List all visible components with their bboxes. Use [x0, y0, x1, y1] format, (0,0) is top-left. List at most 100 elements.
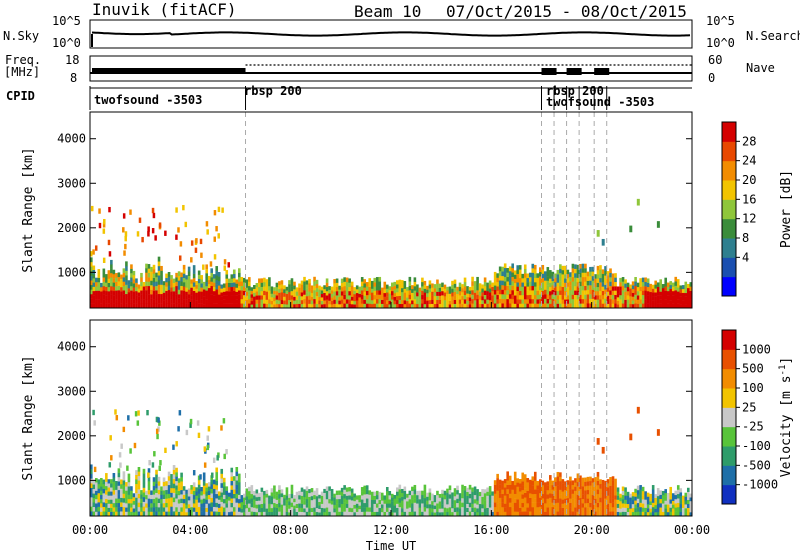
heatmap-cell [151, 462, 155, 468]
heatmap-cell [345, 281, 349, 287]
heatmap-cell [486, 503, 489, 508]
heatmap-cell [458, 500, 462, 505]
heatmap-cell [584, 272, 587, 278]
heatmap-cell [140, 277, 143, 282]
heatmap-cell [250, 507, 254, 512]
heatmap-cell [526, 294, 530, 300]
heatmap-cell [523, 264, 527, 270]
heatmap-cell [330, 500, 334, 505]
heatmap-cell [491, 507, 494, 512]
heatmap-cell [661, 295, 665, 301]
heatmap-cell [466, 491, 469, 496]
heatmap-cell [119, 462, 122, 468]
heatmap-cell [142, 290, 146, 296]
heatmap-cell [649, 287, 652, 293]
heatmap-cell [579, 285, 582, 291]
heatmap-cell [115, 273, 118, 278]
heatmap-cell [253, 503, 256, 508]
heatmap-cell [248, 495, 251, 500]
heatmap-cell [528, 484, 532, 489]
heatmap-cell [594, 295, 597, 300]
heatmap-cell [370, 511, 374, 516]
heatmap-cell [426, 508, 429, 513]
heatmap-cell [584, 481, 587, 487]
heatmap-cell [461, 511, 464, 516]
heatmap-cell [496, 486, 499, 491]
heatmap-cell [300, 288, 304, 293]
heatmap-cell [649, 497, 652, 502]
heatmap-cell [288, 504, 291, 509]
heatmap-cell [523, 286, 527, 291]
heatmap-cell [280, 299, 284, 305]
heatmap-cell [160, 507, 163, 512]
heatmap-cell [348, 503, 351, 508]
heatmap-cell [569, 285, 572, 291]
heatmap-cell [187, 496, 191, 501]
heatmap-cell [298, 291, 301, 296]
heatmap-cell [105, 498, 108, 504]
heatmap-cell [423, 296, 427, 301]
heatmap-cell [167, 476, 171, 481]
heatmap-cell [185, 291, 188, 296]
heatmap-cell [202, 289, 206, 294]
heatmap-cell [396, 303, 399, 308]
heatmap-cell [554, 290, 557, 296]
heatmap-cell [95, 478, 98, 483]
heatmap-cell [496, 299, 499, 304]
heatmap-cell [546, 271, 550, 277]
heatmap-cell [498, 497, 502, 503]
heatmap-cell [207, 291, 211, 297]
heatmap-cell [350, 304, 354, 308]
heatmap-cell [255, 500, 259, 505]
heatmap-cell [604, 275, 607, 281]
heatmap-cell [488, 303, 492, 308]
heatmap-cell [308, 287, 311, 292]
heatmap-cell [100, 299, 103, 304]
heatmap-cell [463, 277, 467, 283]
heatmap-cell [654, 303, 657, 308]
heatmap-cell [373, 495, 377, 500]
heatmap-cell [551, 289, 555, 295]
heatmap-cell [546, 489, 550, 495]
heatmap-cell [380, 492, 384, 497]
heatmap-cell [243, 497, 246, 502]
heatmap-cell [559, 494, 562, 499]
heatmap-cell [293, 300, 296, 305]
heatmap-cell [438, 291, 442, 296]
heatmap-cell [458, 290, 462, 296]
heatmap-cell [273, 498, 276, 504]
heatmap-cell [383, 292, 387, 297]
heatmap-cell [473, 300, 477, 305]
heatmap-cell [473, 292, 477, 297]
heatmap-cell [345, 499, 349, 504]
heatmap-cell [290, 489, 294, 494]
heatmap-cell [601, 497, 605, 503]
heatmap-cell [383, 296, 387, 301]
heatmap-cell [102, 222, 106, 228]
heatmap-cell [523, 483, 527, 489]
heatmap-cell [189, 422, 192, 428]
heatmap-cell [110, 303, 113, 308]
heatmap-cell [451, 292, 454, 297]
heatmap-cell [105, 303, 108, 308]
beam-label: Beam 10 [354, 2, 422, 21]
heatmap-cell [112, 490, 116, 495]
heatmap-cell [421, 503, 424, 508]
heatmap-cell [180, 481, 183, 486]
heatmap-cell [398, 303, 402, 308]
heatmap-cell [313, 294, 316, 300]
heatmap-cell [177, 490, 181, 496]
heatmap-cell [631, 285, 635, 290]
heatmap-cell [483, 500, 487, 505]
heatmap-cell [120, 493, 123, 498]
heatmap-cell [200, 303, 203, 308]
heatmap-cell [498, 294, 502, 299]
heatmap-cell [265, 287, 269, 292]
heatmap-cell [601, 506, 605, 512]
heatmap-cell [147, 494, 151, 499]
heatmap-cell [328, 490, 331, 496]
heatmap-cell [278, 296, 281, 301]
heatmap-cell [559, 290, 562, 295]
heatmap-cell [165, 282, 168, 287]
heatmap-cell [541, 498, 545, 503]
